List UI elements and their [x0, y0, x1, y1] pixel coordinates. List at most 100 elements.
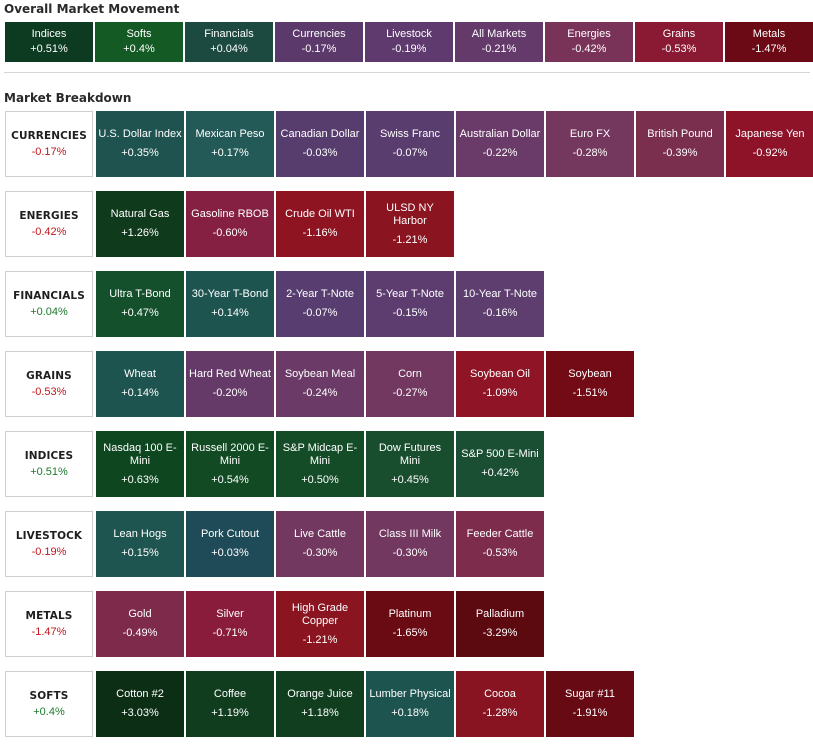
tile-name: Live Cattle	[294, 528, 346, 540]
category-box-energies[interactable]: ENERGIES -0.42%	[5, 191, 93, 257]
overall-tile-indices[interactable]: Indices +0.51%	[5, 22, 93, 62]
tile-change: +0.14%	[121, 387, 159, 399]
tile-change: -3.29%	[482, 627, 518, 639]
livestock-tile-pork-cutout[interactable]: Pork Cutout +0.03%	[186, 511, 274, 577]
overall-market-movement-title: Overall Market Movement	[4, 2, 180, 16]
tile-change: -0.60%	[212, 227, 248, 239]
grains-tile-soybean-meal[interactable]: Soybean Meal -0.24%	[276, 351, 364, 417]
tile-change: +1.19%	[211, 707, 249, 719]
tile-name: Nasdaq 100 E-Mini	[103, 441, 177, 467]
tile-change: -0.17%	[301, 43, 337, 55]
tile-change: +0.15%	[121, 547, 159, 559]
category-change: +0.4%	[33, 706, 65, 718]
market-breakdown-title: Market Breakdown	[4, 91, 132, 105]
grains-tile-hard-red-wheat[interactable]: Hard Red Wheat -0.20%	[186, 351, 274, 417]
softs-tile-lumber-physical[interactable]: Lumber Physical +0.18%	[366, 671, 454, 737]
currencies-tile-japanese-yen[interactable]: Japanese Yen -0.92%	[726, 111, 813, 177]
currencies-tile-u-s-dollar-index[interactable]: U.S. Dollar Index +0.35%	[96, 111, 184, 177]
indices-tile-dow-futures-mini[interactable]: Dow Futures Mini +0.45%	[366, 431, 454, 497]
financials-tile-ultra-t-bond[interactable]: Ultra T-Bond +0.47%	[96, 271, 184, 337]
softs-tile-sugar-11[interactable]: Sugar #11 -1.91%	[546, 671, 634, 737]
category-change: -0.42%	[31, 226, 67, 238]
indices-tile-s-p-500-e-mini[interactable]: S&P 500 E-Mini +0.42%	[456, 431, 544, 497]
tile-change: -1.51%	[572, 387, 608, 399]
category-box-financials[interactable]: FINANCIALS +0.04%	[5, 271, 93, 337]
metals-tile-palladium[interactable]: Palladium -3.29%	[456, 591, 544, 657]
overall-tile-livestock[interactable]: Livestock -0.19%	[365, 22, 453, 62]
overall-tile-grains[interactable]: Grains -0.53%	[635, 22, 723, 62]
tile-change: +0.51%	[30, 43, 68, 55]
tile-name: Ultra T-Bond	[109, 288, 171, 300]
tile-change: +0.18%	[391, 707, 429, 719]
metals-tile-gold[interactable]: Gold -0.49%	[96, 591, 184, 657]
tile-name: 30-Year T-Bond	[191, 288, 269, 300]
tile-change: -0.27%	[392, 387, 428, 399]
tile-change: -0.07%	[302, 307, 338, 319]
currencies-tile-australian-dollar[interactable]: Australian Dollar -0.22%	[456, 111, 544, 177]
energies-tile-crude-oil-wti[interactable]: Crude Oil WTI -1.16%	[276, 191, 364, 257]
breakdown-row-metals: METALS -1.47% Gold -0.49% Silver -0.71% High G…	[5, 591, 813, 657]
breakdown-row-currencies: CURRENCIES -0.17% U.S. Dollar Index +0.35% M…	[5, 111, 813, 177]
tile-change: -1.21%	[392, 233, 428, 246]
indices-tile-russell-2000-e-mini[interactable]: Russell 2000 E-Mini +0.54%	[186, 431, 274, 497]
grains-tile-wheat[interactable]: Wheat +0.14%	[96, 351, 184, 417]
category-change: +0.51%	[30, 466, 68, 478]
category-box-currencies[interactable]: CURRENCIES -0.17%	[5, 111, 93, 177]
category-box-grains[interactable]: GRAINS -0.53%	[5, 351, 93, 417]
overall-tile-all-markets[interactable]: All Markets -0.21%	[455, 22, 543, 62]
overall-tile-energies[interactable]: Energies -0.42%	[545, 22, 633, 62]
category-name: ENERGIES	[19, 210, 79, 222]
category-box-livestock[interactable]: LIVESTOCK -0.19%	[5, 511, 93, 577]
financials-tile-2-year-t-note[interactable]: 2-Year T-Note -0.07%	[276, 271, 364, 337]
currencies-tile-british-pound[interactable]: British Pound -0.39%	[636, 111, 724, 177]
overall-tile-financials[interactable]: Financials +0.04%	[185, 22, 273, 62]
metals-tile-silver[interactable]: Silver -0.71%	[186, 591, 274, 657]
tile-name: Natural Gas	[110, 208, 170, 220]
category-change: -0.17%	[31, 146, 67, 158]
breakdown-row-energies: ENERGIES -0.42% Natural Gas +1.26% Gasoline …	[5, 191, 813, 257]
livestock-tile-feeder-cattle[interactable]: Feeder Cattle -0.53%	[456, 511, 544, 577]
tile-change: -1.47%	[751, 43, 787, 55]
currencies-tile-euro-fx[interactable]: Euro FX -0.28%	[546, 111, 634, 177]
softs-tile-cotton-2[interactable]: Cotton #2 +3.03%	[96, 671, 184, 737]
currencies-tile-canadian-dollar[interactable]: Canadian Dollar -0.03%	[276, 111, 364, 177]
tile-name: Wheat	[124, 368, 156, 380]
grains-tile-soybean[interactable]: Soybean -1.51%	[546, 351, 634, 417]
overall-tile-metals[interactable]: Metals -1.47%	[725, 22, 813, 62]
grains-tile-soybean-oil[interactable]: Soybean Oil -1.09%	[456, 351, 544, 417]
category-box-indices[interactable]: INDICES +0.51%	[5, 431, 93, 497]
indices-tile-s-p-midcap-e-mini[interactable]: S&P Midcap E-Mini +0.50%	[276, 431, 364, 497]
softs-tile-orange-juice[interactable]: Orange Juice +1.18%	[276, 671, 364, 737]
category-box-metals[interactable]: METALS -1.47%	[5, 591, 93, 657]
overall-tile-softs[interactable]: Softs +0.4%	[95, 22, 183, 62]
category-change: -1.47%	[31, 626, 67, 638]
breakdown-row-livestock: LIVESTOCK -0.19% Lean Hogs +0.15% Pork Cutou…	[5, 511, 813, 577]
tile-change: +1.26%	[121, 227, 159, 239]
livestock-tile-class-iii-milk[interactable]: Class III Milk -0.30%	[366, 511, 454, 577]
overall-tile-currencies[interactable]: Currencies -0.17%	[275, 22, 363, 62]
softs-tile-coffee[interactable]: Coffee +1.19%	[186, 671, 274, 737]
category-name: METALS	[25, 610, 73, 622]
financials-tile-5-year-t-note[interactable]: 5-Year T-Note -0.15%	[366, 271, 454, 337]
tile-name: S&P Midcap E-Mini	[282, 441, 358, 467]
grains-tile-corn[interactable]: Corn -0.27%	[366, 351, 454, 417]
softs-tile-cocoa[interactable]: Cocoa -1.28%	[456, 671, 544, 737]
currencies-tile-mexican-peso[interactable]: Mexican Peso +0.17%	[186, 111, 274, 177]
indices-tile-nasdaq-100-e-mini[interactable]: Nasdaq 100 E-Mini +0.63%	[96, 431, 184, 497]
livestock-tile-lean-hogs[interactable]: Lean Hogs +0.15%	[96, 511, 184, 577]
tile-name: Silver	[216, 608, 244, 620]
financials-tile-30-year-t-bond[interactable]: 30-Year T-Bond +0.14%	[186, 271, 274, 337]
tile-name: Soybean	[568, 368, 612, 380]
currencies-tile-swiss-franc[interactable]: Swiss Franc -0.07%	[366, 111, 454, 177]
energies-tile-ulsd-ny-harbor[interactable]: ULSD NY Harbor -1.21%	[366, 191, 454, 257]
category-box-softs[interactable]: SOFTS +0.4%	[5, 671, 93, 737]
tile-change: -0.53%	[482, 547, 518, 559]
energies-tile-natural-gas[interactable]: Natural Gas +1.26%	[96, 191, 184, 257]
metals-tile-platinum[interactable]: Platinum -1.65%	[366, 591, 454, 657]
financials-tile-10-year-t-note[interactable]: 10-Year T-Note -0.16%	[456, 271, 544, 337]
tile-name: Coffee	[213, 688, 247, 700]
energies-tile-gasoline-rbob[interactable]: Gasoline RBOB -0.60%	[186, 191, 274, 257]
livestock-tile-live-cattle[interactable]: Live Cattle -0.30%	[276, 511, 364, 577]
tile-change: -0.19%	[391, 43, 427, 55]
metals-tile-high-grade-copper[interactable]: High Grade Copper -1.21%	[276, 591, 364, 657]
